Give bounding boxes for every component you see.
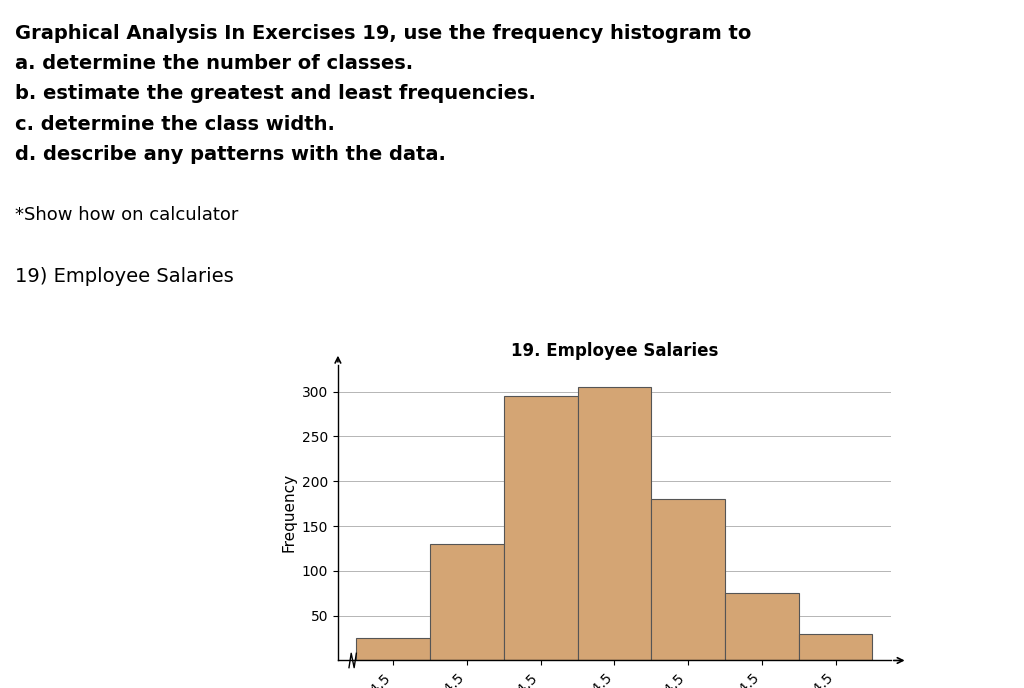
Text: d. describe any patterns with the data.: d. describe any patterns with the data. xyxy=(15,145,446,164)
Title: 19. Employee Salaries: 19. Employee Salaries xyxy=(511,343,718,361)
Bar xyxy=(578,387,651,660)
Bar xyxy=(504,396,578,660)
Text: *Show how on calculator: *Show how on calculator xyxy=(15,206,239,224)
Bar xyxy=(356,638,430,660)
Text: a. determine the number of classes.: a. determine the number of classes. xyxy=(15,54,414,73)
Bar xyxy=(651,499,725,660)
Text: c. determine the class width.: c. determine the class width. xyxy=(15,115,335,133)
Text: 19) Employee Salaries: 19) Employee Salaries xyxy=(15,267,234,286)
Y-axis label: Frequency: Frequency xyxy=(282,473,296,552)
Text: b. estimate the greatest and least frequencies.: b. estimate the greatest and least frequ… xyxy=(15,85,537,103)
Text: Graphical Analysis In Exercises 19, use the frequency histogram to: Graphical Analysis In Exercises 19, use … xyxy=(15,23,752,43)
Bar xyxy=(725,593,799,660)
Bar xyxy=(430,544,504,660)
Bar xyxy=(799,634,872,660)
